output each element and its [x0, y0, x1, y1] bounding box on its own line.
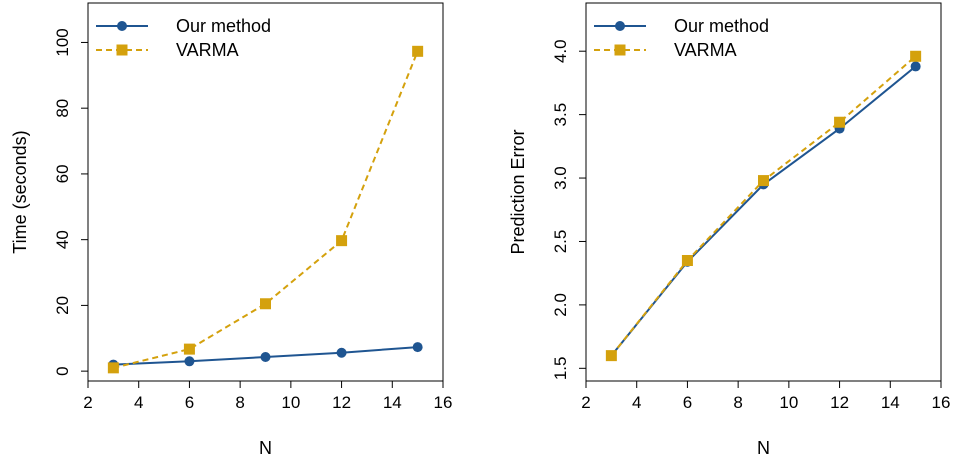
data-point-varma [834, 116, 846, 128]
x-tick-label: 14 [383, 393, 402, 412]
y-tick-label: 2.0 [551, 293, 570, 317]
data-point-our-method [184, 356, 195, 367]
data-point-varma [681, 254, 693, 266]
y-tick-label: 60 [53, 164, 72, 183]
x-tick-label: 12 [332, 393, 351, 412]
legend-label-varma: VARMA [674, 40, 737, 60]
data-point-varma [910, 50, 922, 62]
x-tick-label: 6 [185, 393, 194, 412]
data-point-varma [183, 343, 195, 355]
data-point-varma [107, 362, 119, 374]
data-point-varma [412, 45, 424, 57]
y-tick-label: 40 [53, 230, 72, 249]
x-tick-label: 12 [830, 393, 849, 412]
legend-marker [116, 44, 128, 56]
legend-label-varma: VARMA [176, 40, 239, 60]
x-tick-label: 8 [733, 393, 742, 412]
data-point-our-method [260, 352, 271, 363]
chart-panel-1: 2 4 6 8 10 12 14 16 N 0 20 40 60 80 100 Time (seconds) O… [10, 2, 453, 458]
plot-frame [585, 2, 942, 382]
data-point-our-method [412, 342, 423, 353]
y-tick-label: 3.5 [551, 103, 570, 127]
series-line-our-method [610, 65, 917, 357]
x-tick-label: 16 [434, 393, 453, 412]
plot-frame [87, 2, 444, 382]
x-tick-label: 2 [83, 393, 92, 412]
data-point-our-method [336, 347, 347, 358]
series-line-varma [113, 50, 419, 369]
legend-marker [615, 21, 625, 31]
x-axis-label: N [757, 438, 770, 458]
y-tick-label: 1.5 [551, 356, 570, 380]
legend-marker [614, 44, 626, 56]
legend-marker [117, 21, 127, 31]
y-tick-label: 80 [53, 99, 72, 118]
x-axis-label: N [259, 438, 272, 458]
y-axis-label: Time (seconds) [10, 130, 30, 253]
x-tick-label: 4 [632, 393, 641, 412]
chart-panel-2: 2 4 6 8 10 12 14 16 N 1.5 2.0 2.5 3.0 3.5 4.0 Predictio… [508, 2, 951, 458]
x-tick-label: 14 [881, 393, 900, 412]
data-point-varma [605, 350, 617, 362]
x-tick-label: 6 [683, 393, 692, 412]
series-line-varma [610, 55, 917, 357]
y-tick-label: 20 [53, 296, 72, 315]
data-point-our-method [910, 61, 921, 72]
y-tick-label: 4.0 [551, 39, 570, 63]
data-point-varma [758, 175, 769, 187]
x-tick-label: 10 [281, 393, 300, 412]
y-axis-label: Prediction Error [508, 129, 528, 254]
x-tick-label: 16 [932, 393, 951, 412]
y-tick-label: 0 [53, 366, 72, 375]
x-tick-label: 4 [134, 393, 143, 412]
x-tick-label: 2 [581, 393, 590, 412]
x-tick-label: 8 [235, 393, 244, 412]
legend-label-our-method: Our method [176, 16, 271, 36]
y-tick-label: 2.5 [551, 230, 570, 254]
legend-label-our-method: Our method [674, 16, 769, 36]
data-point-varma [260, 298, 271, 310]
data-point-varma [336, 235, 348, 247]
y-tick-label: 100 [53, 28, 72, 56]
x-tick-label: 10 [779, 393, 798, 412]
y-tick-label: 3.0 [551, 166, 570, 190]
